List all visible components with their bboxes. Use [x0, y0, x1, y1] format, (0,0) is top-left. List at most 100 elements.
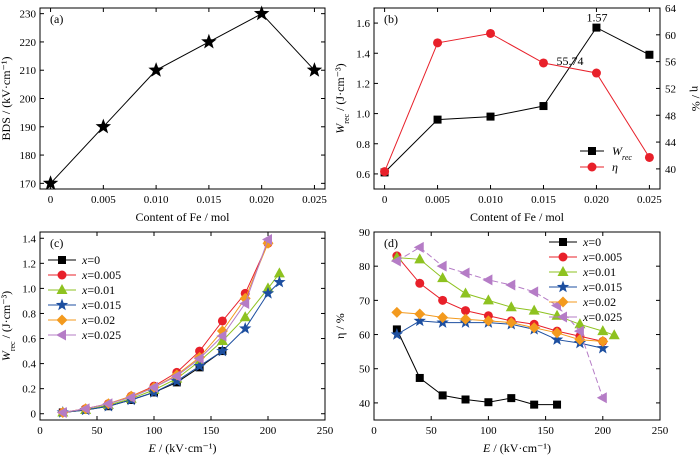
legend-label: η — [612, 160, 618, 174]
plot-frame — [39, 231, 326, 421]
y-tick-label: 0.2 — [22, 384, 36, 396]
data-point — [148, 381, 158, 393]
y-right-tick-label: 56 — [665, 57, 677, 69]
y-tick-label: 170 — [20, 178, 37, 190]
data-point — [193, 359, 206, 372]
y-tick-label: 210 — [20, 65, 37, 77]
data-point — [216, 344, 229, 357]
legend-marker — [557, 296, 569, 308]
data-point — [415, 373, 424, 382]
data-point — [486, 28, 496, 38]
data-point — [461, 395, 470, 404]
data-point — [538, 58, 548, 68]
data-point — [273, 267, 285, 278]
y-right-tick-label: 40 — [665, 164, 677, 176]
data-point — [574, 334, 586, 346]
y-right-tick-label: 64 — [665, 3, 677, 15]
y-right-tick-label: 60 — [665, 30, 677, 42]
y-axis-label: η / % — [333, 313, 347, 339]
data-point — [195, 346, 205, 356]
legend-marker — [56, 314, 68, 326]
y-tick-label: 1.0 — [356, 109, 370, 121]
y-axis-label: BDS / (kV·cm⁻¹) — [0, 57, 13, 141]
legend-label: x=0.005 — [81, 268, 121, 282]
y-tick-label: 0.8 — [22, 308, 36, 320]
y-tick-label: 1.2 — [356, 78, 370, 90]
series-line — [396, 320, 603, 349]
series-line — [396, 255, 603, 342]
data-point — [460, 313, 472, 325]
legend-marker — [58, 256, 66, 264]
data-point — [95, 118, 112, 134]
data-point — [273, 275, 286, 288]
data-point — [436, 260, 447, 272]
data-point — [216, 335, 228, 346]
data-point — [42, 175, 59, 190]
data-point — [486, 112, 495, 121]
legend-marker — [557, 266, 569, 276]
y-right-axis-label: η / % — [689, 86, 700, 112]
data-point — [507, 394, 516, 403]
series-line — [396, 329, 557, 406]
x-tick-label: 0 — [371, 425, 377, 437]
data-point — [438, 391, 447, 400]
x-tick-label: 0.015 — [197, 194, 222, 206]
legend-label: x=0.015 — [582, 280, 622, 294]
legend-marker — [556, 280, 570, 293]
y-tick-label: 200 — [20, 94, 37, 106]
x-tick-label: 0.020 — [584, 194, 609, 206]
data-point — [170, 370, 181, 382]
data-point — [170, 374, 183, 387]
y-tick-label: 220 — [20, 37, 37, 49]
legend-marker — [55, 298, 69, 311]
data-point — [461, 306, 471, 316]
legend-marker — [56, 329, 66, 341]
annotation-eta-value: 55.74 — [556, 54, 583, 68]
data-point — [102, 398, 113, 410]
data-point — [148, 62, 164, 77]
panel-label: (d) — [384, 236, 398, 250]
plot-frame — [373, 231, 661, 421]
series-line — [396, 246, 604, 398]
data-point — [482, 315, 494, 327]
x-tick-label: 0 — [48, 194, 54, 206]
data-point — [390, 255, 401, 267]
y-tick-label: 1.4 — [22, 233, 36, 245]
y-tick-label: 0.6 — [22, 334, 36, 346]
panel-label: (a) — [50, 12, 63, 26]
y-tick-label: 1.6 — [356, 18, 370, 30]
legend-label: x=0.015 — [81, 298, 121, 312]
legend-marker — [56, 284, 68, 294]
chart-panel-a: 0 0.005 0.010 0.015 0.020 0.025 170 180 190 200 21… — [0, 5, 327, 224]
chart-panel-d: 0 50 100 150 200 250 40 50 60 70 80 90 (d) E / (kV·cm… — [333, 227, 669, 455]
x-tick-label: 50 — [92, 425, 104, 437]
legend-label: Wrec — [612, 144, 632, 162]
data-point — [239, 322, 252, 334]
y-tick-label: 80 — [359, 261, 371, 273]
y-tick-label: 1.0 — [22, 283, 36, 295]
x-axis-label: Content of Fe / mol — [470, 210, 565, 224]
data-point — [482, 274, 493, 286]
x-tick-label: 0.005 — [425, 194, 450, 206]
data-point — [482, 294, 494, 305]
data-point — [505, 301, 517, 312]
series-line — [50, 13, 315, 184]
data-point — [239, 311, 251, 322]
legend-label: x=0 — [582, 235, 601, 249]
y-tick-label: 1.2 — [22, 258, 36, 270]
data-point — [414, 253, 426, 264]
legend-marker — [57, 270, 67, 280]
legend-label: x=0 — [81, 253, 100, 267]
data-point — [216, 330, 227, 342]
y-right-tick-label: 44 — [665, 137, 677, 149]
data-point — [550, 333, 564, 345]
data-point — [505, 317, 517, 329]
data-point — [596, 341, 609, 354]
data-point — [415, 278, 425, 288]
data-point — [433, 115, 442, 124]
y-tick-label: 40 — [359, 398, 371, 410]
x-tick-label: 0.005 — [91, 194, 116, 206]
data-point — [437, 272, 449, 283]
legend-label: x=0.01 — [582, 265, 616, 279]
